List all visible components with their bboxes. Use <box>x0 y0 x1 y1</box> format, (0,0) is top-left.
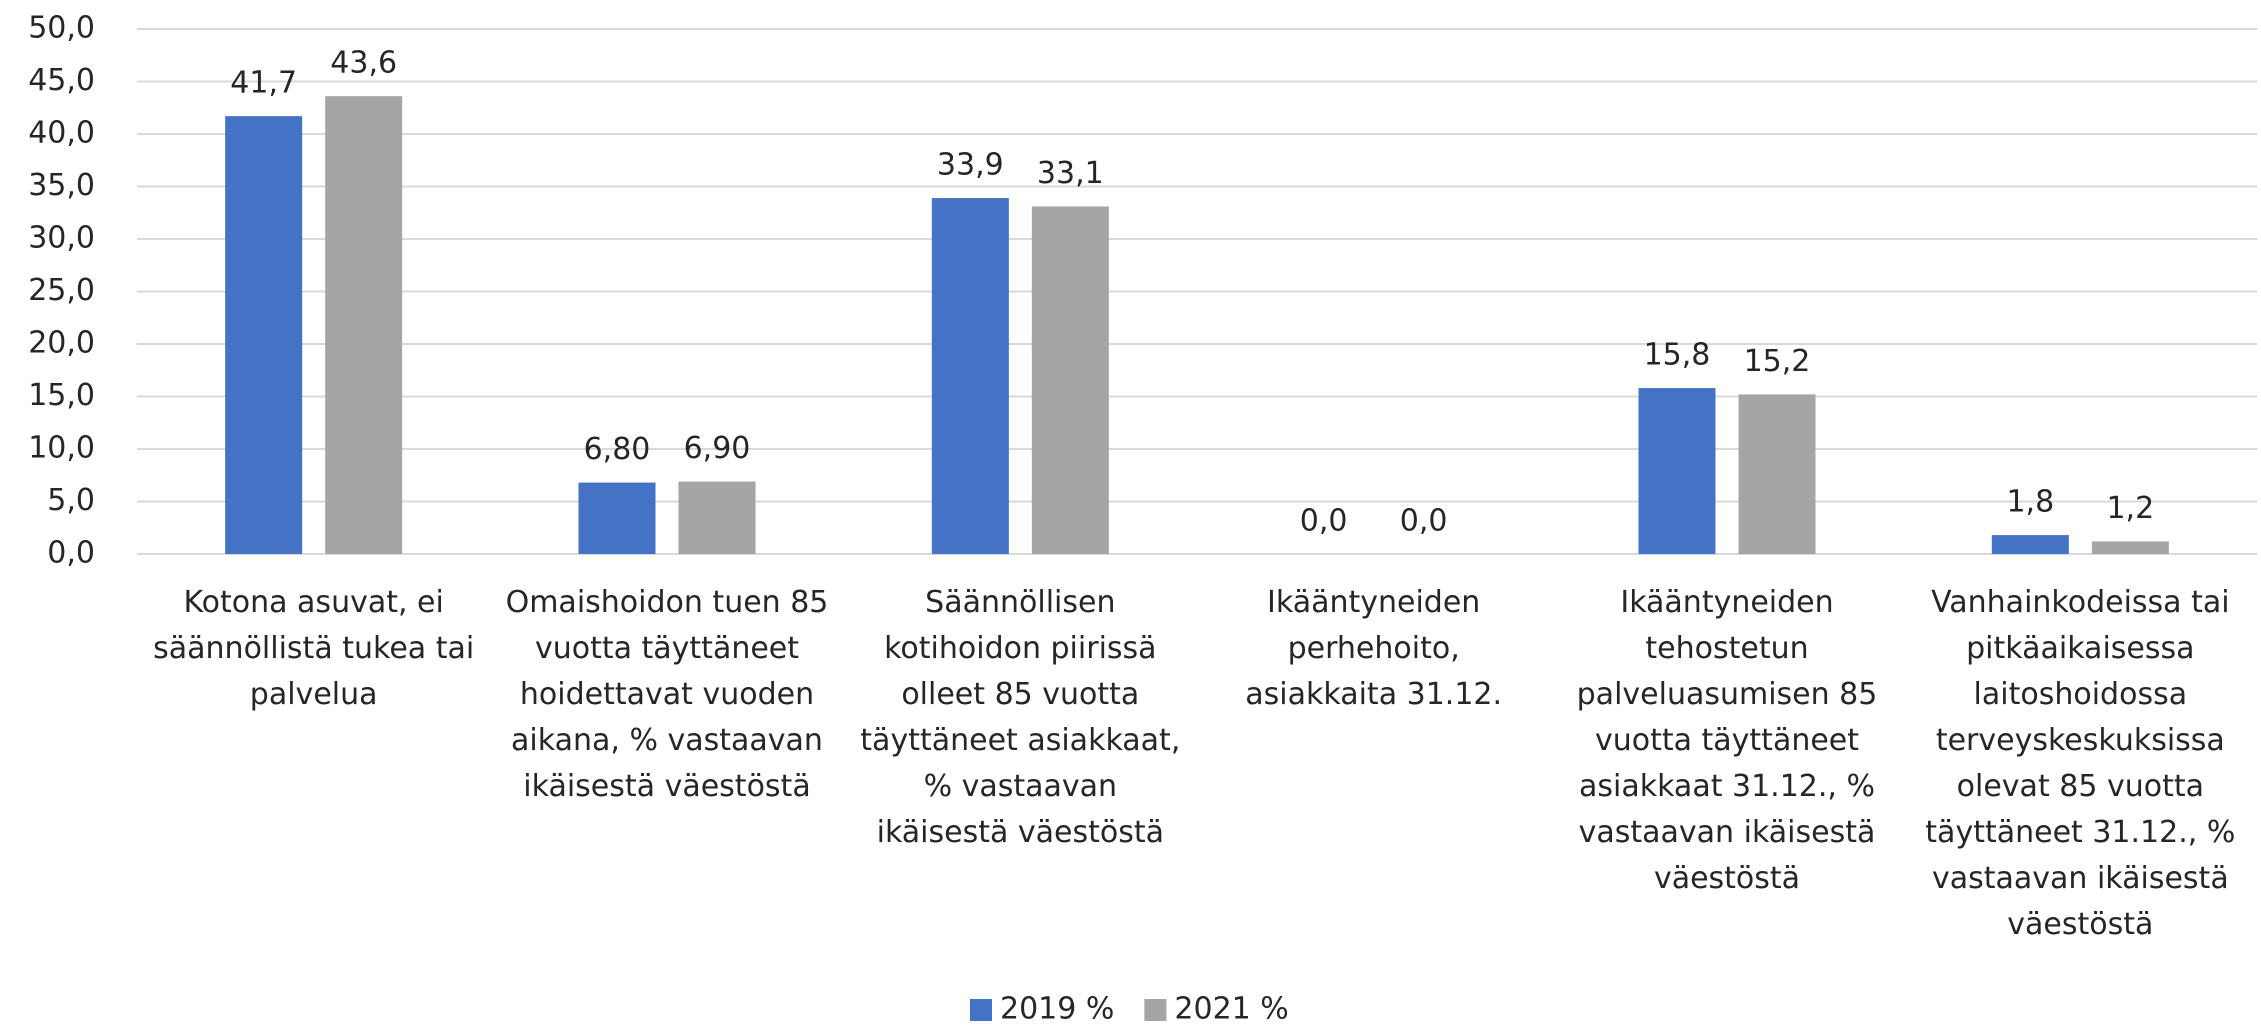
bar <box>325 96 403 554</box>
y-tick-label: 45,0 <box>28 63 95 98</box>
data-label: 43,6 <box>330 46 397 81</box>
y-tick-label: 50,0 <box>28 11 95 46</box>
y-tick-label: 25,0 <box>28 273 95 308</box>
legend-label: 2021 % <box>1174 992 1288 1027</box>
data-label: 33,9 <box>937 148 1004 183</box>
bar <box>1638 388 1716 554</box>
y-tick-label: 30,0 <box>28 221 95 256</box>
data-label: 6,90 <box>684 431 751 466</box>
x-tick-label: Omaishoidon tuen 85 vuotta täyttäneet hoid… <box>506 585 829 804</box>
y-tick-label: 20,0 <box>28 326 95 361</box>
legend-swatch <box>1144 999 1167 1021</box>
bar <box>931 198 1009 555</box>
bar <box>2091 541 2169 554</box>
bar <box>678 481 756 554</box>
bar <box>578 482 656 554</box>
data-label: 41,7 <box>230 66 297 101</box>
legend-swatch <box>970 999 992 1021</box>
x-tick-label: Vanhainkodeissa tai pitkäaikaisessa laitos… <box>1925 585 2235 942</box>
x-tick-label: Ikääntyneiden perhehoito, asiakkaita 31.12… <box>1245 585 1502 712</box>
legend-label: 2019 % <box>1000 992 1114 1027</box>
data-label: 0,0 <box>1400 504 1448 539</box>
x-tick-label: Kotona asuvat, ei säännöllistä tukea tai p… <box>153 585 474 712</box>
y-tick-label: 10,0 <box>28 431 95 466</box>
y-tick-label: 0,0 <box>47 536 95 571</box>
bar <box>1738 394 1816 554</box>
data-label: 6,80 <box>584 432 651 467</box>
data-label: 1,8 <box>2006 485 2054 520</box>
y-tick-label: 35,0 <box>28 168 95 203</box>
x-tick-label: Säännöllisen kotihoidon piirissä olleet 85… <box>860 585 1180 850</box>
data-label: 1,2 <box>2106 491 2154 526</box>
data-label: 15,8 <box>1644 338 1711 373</box>
x-tick-label: Ikääntyneiden tehostetun palveluasumisen 8… <box>1577 585 1878 896</box>
y-tick-label: 15,0 <box>28 378 95 413</box>
bar <box>225 116 303 555</box>
y-tick-label: 5,0 <box>47 483 95 518</box>
data-label: 0,0 <box>1300 504 1348 539</box>
bar <box>1991 535 2069 554</box>
data-label: 33,1 <box>1037 156 1104 191</box>
data-label: 15,2 <box>1744 344 1811 379</box>
bar <box>1031 206 1109 554</box>
y-tick-label: 40,0 <box>28 116 95 151</box>
